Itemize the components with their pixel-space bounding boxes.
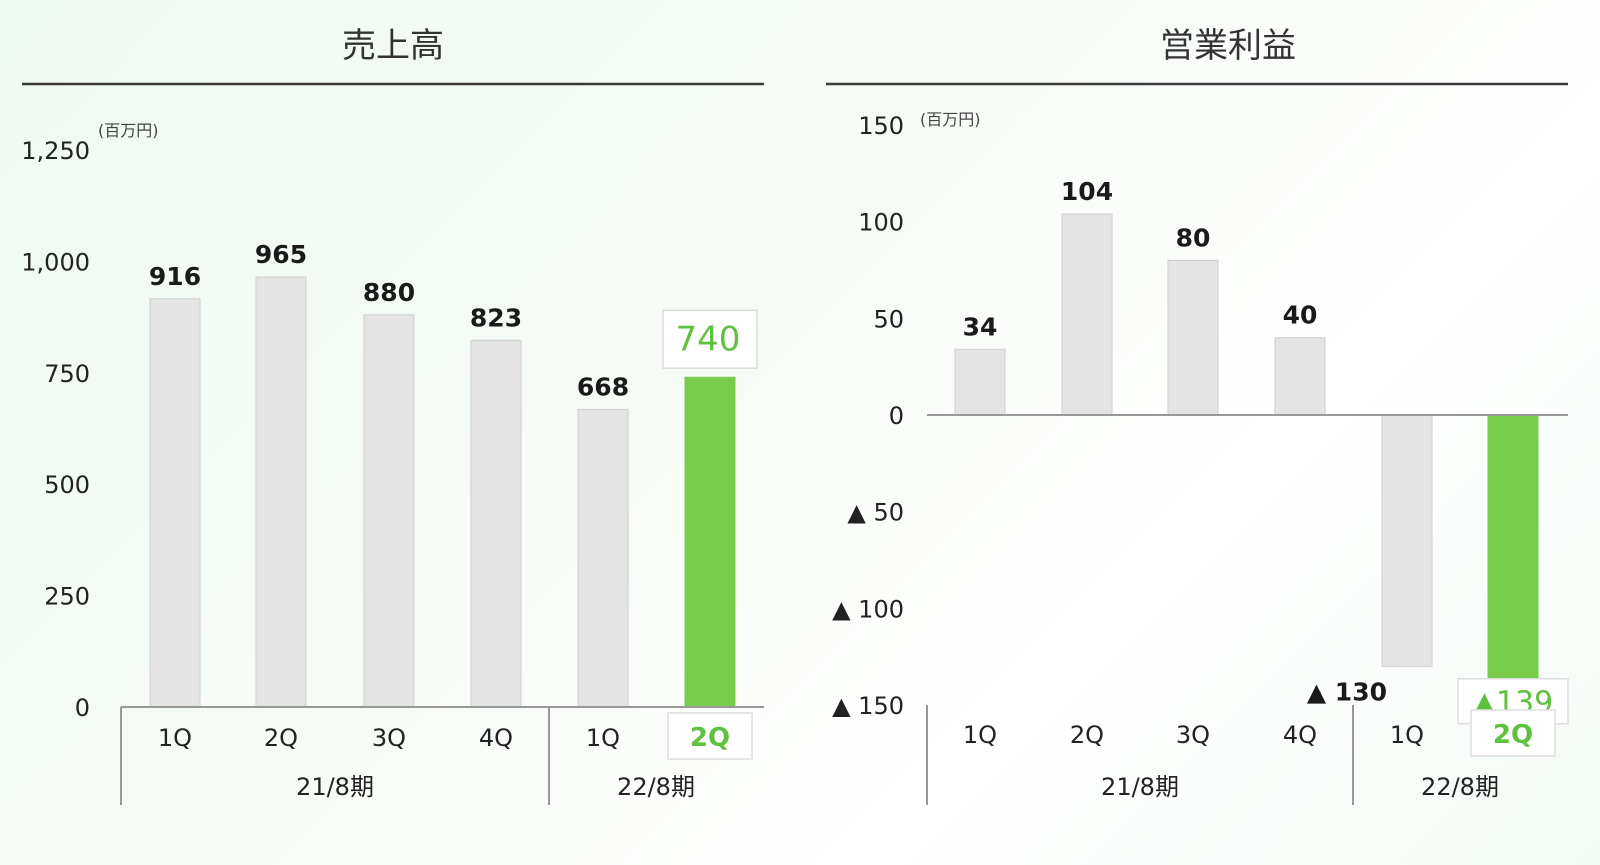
sales-chart: 売上高 (百万円) 0 250 500 750 1,000 1,250 916 965 880…: [21, 26, 764, 805]
bar: [577, 408, 629, 708]
operating-profit-chart: 営業利益 (百万円) ▲ 150 ▲ 100 ▲ 50 0 50 100 150 34 104…: [826, 26, 1569, 805]
value-label: 823: [470, 303, 522, 332]
category-label: 2Q: [1070, 721, 1104, 749]
category-label: 2Q: [690, 723, 730, 753]
profit-chart-title: 営業利益: [1160, 26, 1296, 66]
highlight-category-box: [1470, 709, 1556, 757]
bar: [954, 348, 1006, 416]
y-tick-label: ▲ 100: [832, 595, 904, 623]
y-tick-label: ▲ 50: [847, 499, 904, 527]
y-tick-label: 100: [858, 209, 904, 237]
sales-y-ticks: 0 250 500 750 1,000 1,250: [21, 137, 90, 722]
value-label: 916: [149, 262, 201, 291]
sales-bars: [149, 276, 736, 708]
sales-x-axis: 1Q 2Q 3Q 4Q 1Q 2Q 21/8期 22/8期: [120, 706, 764, 805]
profit-x-axis: 1Q 2Q 3Q 4Q 1Q 2Q 21/8期 22/8期: [926, 414, 1568, 805]
value-label: 965: [255, 240, 307, 269]
y-tick-label: 1,000: [21, 248, 90, 276]
category-label: 3Q: [372, 724, 406, 752]
period-label: 22/8期: [617, 773, 695, 801]
y-tick-label: 0: [889, 402, 904, 430]
value-label: 34: [963, 312, 998, 341]
value-label: 80: [1176, 223, 1211, 252]
bar: [255, 276, 307, 708]
y-tick-label: 250: [44, 583, 90, 611]
bar: [1381, 414, 1433, 667]
category-label: 1Q: [1390, 721, 1424, 749]
value-label-highlight: 740: [676, 319, 741, 359]
profit-bars: [954, 213, 1539, 685]
value-label: 40: [1283, 301, 1318, 330]
category-label: 1Q: [158, 724, 192, 752]
bar-highlight: [1487, 414, 1539, 685]
bar: [1167, 259, 1219, 416]
profit-unit-label: (百万円): [920, 110, 981, 129]
y-tick-label: ▲ 150: [832, 692, 904, 720]
category-label: 4Q: [479, 724, 513, 752]
category-label: 4Q: [1283, 721, 1317, 749]
category-label: 2Q: [1493, 720, 1533, 750]
bar: [1274, 337, 1326, 416]
bar: [149, 298, 201, 708]
value-label: ▲ 130: [1307, 677, 1387, 706]
y-tick-label: 0: [75, 694, 90, 722]
period-label: 21/8期: [296, 773, 374, 801]
category-label: 2Q: [264, 724, 298, 752]
period-label: 21/8期: [1101, 773, 1179, 801]
period-label: 22/8期: [1421, 773, 1499, 801]
bar: [363, 314, 415, 708]
y-tick-label: 150: [858, 112, 904, 140]
profit-y-ticks: ▲ 150 ▲ 100 ▲ 50 0 50 100 150: [832, 112, 904, 720]
bar: [470, 339, 522, 708]
y-tick-label: 50: [873, 305, 904, 333]
category-label: 1Q: [586, 724, 620, 752]
highlight-value-box: [662, 309, 758, 370]
value-label: 880: [363, 278, 415, 307]
highlight-category-box: [667, 712, 753, 760]
bar: [1061, 213, 1113, 416]
sales-chart-title: 売上高: [342, 26, 444, 66]
value-label: 668: [577, 372, 629, 401]
y-tick-label: 1,250: [21, 137, 90, 165]
category-label: 3Q: [1176, 721, 1210, 749]
value-label: 104: [1061, 177, 1113, 206]
category-label: 1Q: [963, 721, 997, 749]
sales-unit-label: (百万円): [98, 121, 159, 140]
bar-highlight: [684, 376, 736, 708]
sales-value-labels: 916 965 880 823 668 740: [149, 240, 758, 401]
y-tick-label: 750: [44, 360, 90, 388]
y-tick-label: 500: [44, 471, 90, 499]
